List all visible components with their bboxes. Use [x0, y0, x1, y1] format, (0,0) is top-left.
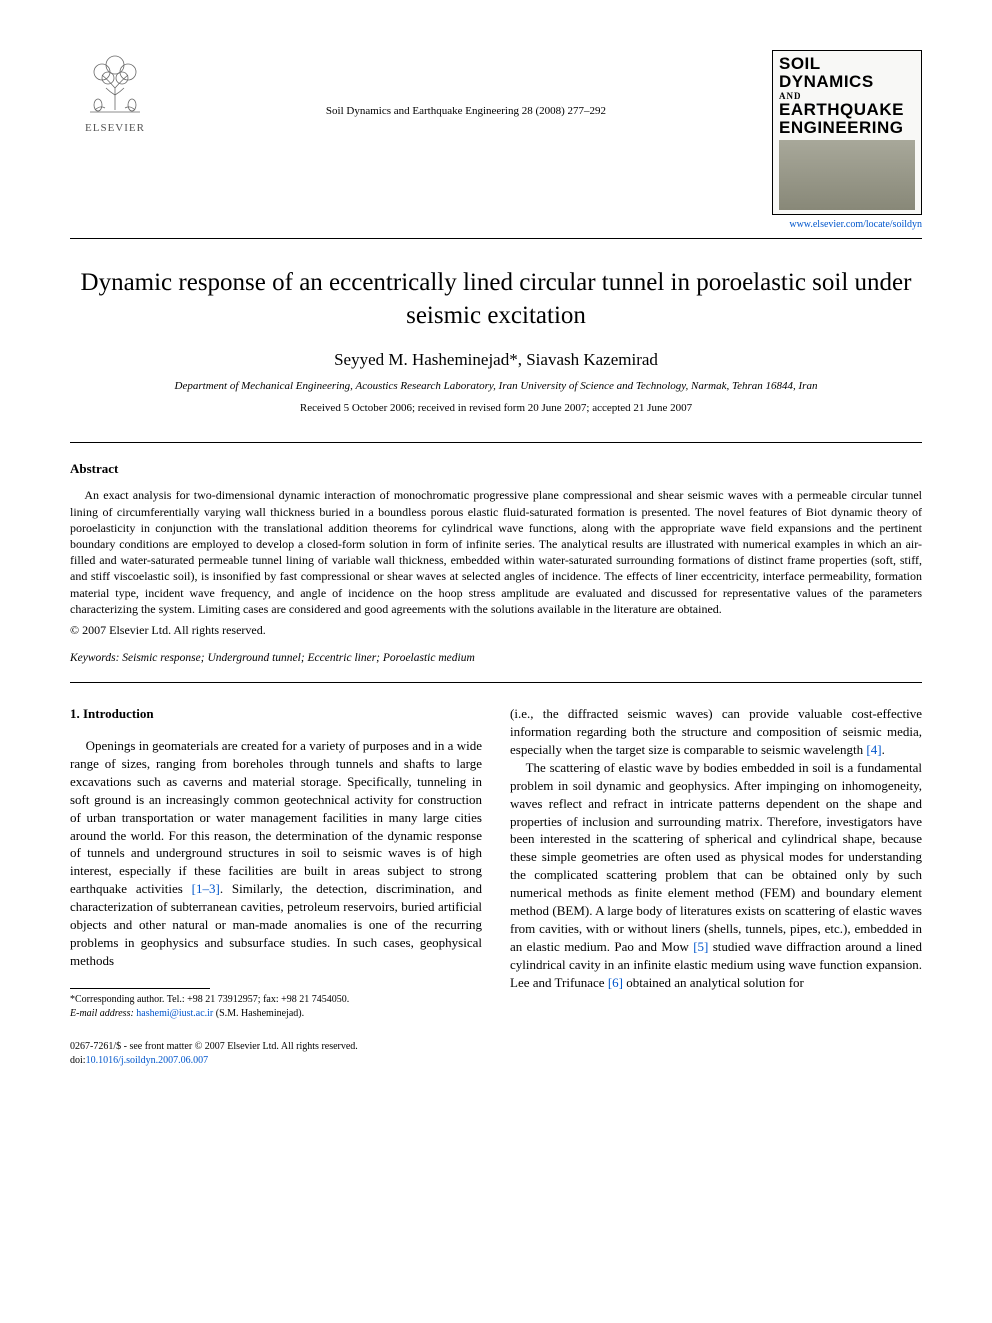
doi-line: doi:10.1016/j.soildyn.2007.06.007 — [70, 1054, 482, 1068]
footnote-line2: E-mail address: hashemi@iust.ac.ir (S.M.… — [70, 1007, 482, 1021]
journal-name-line1: SOIL DYNAMICS — [779, 55, 915, 91]
front-matter-line: 0267-7261/$ - see front matter © 2007 El… — [70, 1040, 482, 1054]
column-right: (i.e., the diffracted seismic waves) can… — [510, 705, 922, 1067]
rule-before-abstract — [70, 442, 922, 443]
authors: Seyyed M. Hasheminejad*, Siavash Kazemir… — [70, 350, 922, 370]
journal-name-line3: ENGINEERING — [779, 119, 915, 137]
intro-p2-a: The scattering of elastic wave by bodies… — [510, 760, 922, 954]
journal-reference: Soil Dynamics and Earthquake Engineering… — [160, 50, 772, 117]
footnote-line1: *Corresponding author. Tel.: +98 21 7391… — [70, 993, 482, 1007]
abstract-heading: Abstract — [70, 461, 922, 477]
publisher-name: ELSEVIER — [85, 122, 145, 134]
footnote-rule — [70, 988, 210, 989]
copyright: © 2007 Elsevier Ltd. All rights reserved… — [70, 623, 922, 638]
intro-p1-cont-a: (i.e., the diffracted seismic waves) can… — [510, 706, 922, 757]
keywords-text: Seismic response; Underground tunnel; Ec… — [119, 652, 474, 664]
keywords: Keywords: Seismic response; Underground … — [70, 652, 922, 664]
footnote-email-label: E-mail address: — [70, 1008, 134, 1019]
journal-name-line2: EARTHQUAKE — [779, 101, 915, 119]
body-columns: 1. Introduction Openings in geomaterials… — [70, 705, 922, 1067]
intro-p1-continued: (i.e., the diffracted seismic waves) can… — [510, 705, 922, 759]
footnote-email[interactable]: hashemi@iust.ac.ir — [136, 1008, 213, 1019]
journal-cover-box: SOIL DYNAMICS AND EARTHQUAKE ENGINEERING — [772, 50, 922, 215]
elsevier-tree-icon — [80, 50, 150, 120]
corresponding-author-footnote: *Corresponding author. Tel.: +98 21 7391… — [70, 993, 482, 1020]
rule-after-keywords — [70, 682, 922, 683]
doi-label: doi: — [70, 1055, 86, 1066]
abstract-text: An exact analysis for two-dimensional dy… — [70, 487, 922, 617]
intro-p2-c: obtained an analytical solution for — [623, 975, 804, 990]
keywords-label: Keywords: — [70, 652, 119, 664]
citation-5[interactable]: [5] — [693, 939, 708, 954]
doi-value[interactable]: 10.1016/j.soildyn.2007.06.007 — [86, 1055, 209, 1066]
article-title: Dynamic response of an eccentrically lin… — [70, 267, 922, 332]
journal-box-wrapper: SOIL DYNAMICS AND EARTHQUAKE ENGINEERING… — [772, 50, 922, 230]
rule-top — [70, 238, 922, 239]
affiliation: Department of Mechanical Engineering, Ac… — [70, 380, 922, 392]
section-1-heading: 1. Introduction — [70, 705, 482, 723]
abstract-body: An exact analysis for two-dimensional dy… — [70, 488, 922, 615]
journal-cover-image — [779, 140, 915, 210]
publisher-logo: ELSEVIER — [70, 50, 160, 134]
footnote-email-suffix: (S.M. Hasheminejad). — [213, 1008, 304, 1019]
intro-paragraph-1: Openings in geomaterials are created for… — [70, 737, 482, 970]
citation-4[interactable]: [4] — [866, 742, 881, 757]
journal-url[interactable]: www.elsevier.com/locate/soildyn — [772, 219, 922, 230]
citation-6[interactable]: [6] — [608, 975, 623, 990]
column-left: 1. Introduction Openings in geomaterials… — [70, 705, 482, 1067]
header: ELSEVIER Soil Dynamics and Earthquake En… — [70, 50, 922, 230]
bottom-matter: 0267-7261/$ - see front matter © 2007 El… — [70, 1040, 482, 1067]
article-dates: Received 5 October 2006; received in rev… — [70, 402, 922, 414]
citation-1-3[interactable]: [1–3] — [192, 881, 220, 896]
intro-paragraph-2: The scattering of elastic wave by bodies… — [510, 759, 922, 992]
intro-p1-cont-b: . — [882, 742, 885, 757]
intro-p1-a: Openings in geomaterials are created for… — [70, 738, 482, 897]
